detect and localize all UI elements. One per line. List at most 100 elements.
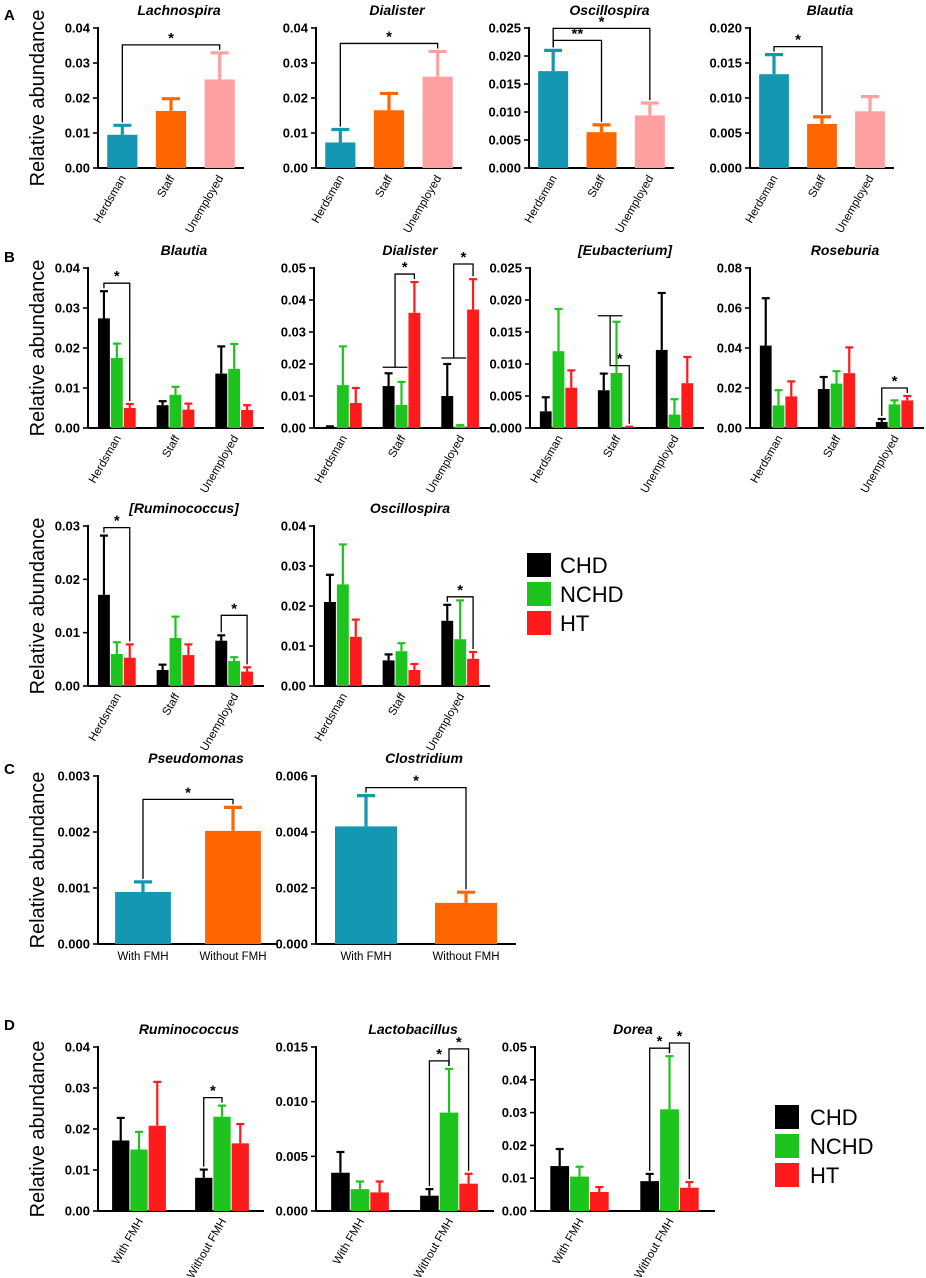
bar-a3-1-0 xyxy=(586,132,617,168)
bar-b2-1-0 xyxy=(382,386,395,428)
bar-b2-2-1 xyxy=(454,426,467,428)
x-tick-label-a2-2: Unemployed xyxy=(402,174,445,236)
y-tick-label-a1-2: 0.02 xyxy=(65,91,90,106)
bar-b3-0-2 xyxy=(565,387,578,428)
legend-b-label-nchd: NCHD xyxy=(560,582,624,607)
panel-letter-a: A xyxy=(4,7,15,24)
bar-b4-2-2 xyxy=(901,400,914,428)
y-tick-label-d3-1: 0.01 xyxy=(502,1171,527,1186)
bar-b2-1-1 xyxy=(395,404,408,428)
y-tick-label-a4-4: 0.020 xyxy=(709,21,742,36)
y-tick-label-d1-0: 0.00 xyxy=(65,1204,90,1219)
bar-c1-0-0 xyxy=(115,891,171,944)
legend-d-label-nchd: NCHD xyxy=(810,1134,874,1159)
bar-d1-1-1 xyxy=(213,1116,231,1211)
y-tick-label-b4-4: 0.08 xyxy=(717,261,742,276)
bar-b1-0-1 xyxy=(110,358,123,428)
sig-bracket-d2-1 xyxy=(448,1048,470,1171)
sig-label-d2-0: * xyxy=(436,1046,442,1063)
chart-b4: 0.00 0.02 0.04 0.06 0.08 Roseburia Herdsman Sta… xyxy=(717,242,924,495)
chart-d3: 0.00 0.01 0.02 0.03 0.04 0.05 Dorea With FMH Wit… xyxy=(502,1021,715,1278)
chart-a3: 0.000 0.005 0.010 0.015 0.020 0.025 Oscillospi… xyxy=(488,2,674,235)
y-tick-label-b5-1: 0.01 xyxy=(55,625,80,640)
x-tick-label-b1-2: Unemployed xyxy=(199,434,242,496)
y-tick-label-a4-0: 0.000 xyxy=(709,161,742,176)
x-tick-label-a3-2: Unemployed xyxy=(614,174,657,236)
x-tick-label-b5-1: Staff xyxy=(160,691,183,718)
x-tick-label-b3-0: Herdsman xyxy=(529,434,566,486)
bar-b1-0-0 xyxy=(97,318,110,428)
y-tick-label-b3-5: 0.025 xyxy=(489,261,522,276)
y-tick-label-d3-3: 0.03 xyxy=(502,1105,527,1120)
x-tick-label-a1-0: Herdsman xyxy=(92,174,129,226)
sig-label-b5-0: * xyxy=(114,513,120,530)
bar-b3-2-1 xyxy=(668,414,681,428)
bar-a4-1-0 xyxy=(807,123,837,168)
bar-b1-2-2 xyxy=(241,410,254,428)
y-tick-label-b5-0: 0.00 xyxy=(55,679,80,694)
chart-title-d1: Ruminococcus xyxy=(139,1021,240,1037)
y-tick-label-d2-3: 0.015 xyxy=(275,1040,308,1055)
y-tick-label-b6-0: 0.00 xyxy=(281,679,306,694)
sig-label-b4-0: * xyxy=(892,373,898,390)
legend-d: CHD NCHD HT xyxy=(775,1105,874,1188)
y-tick-label-a3-4: 0.020 xyxy=(488,49,521,64)
y-tick-label-b3-3: 0.015 xyxy=(489,325,522,340)
y-tick-label-b4-1: 0.02 xyxy=(717,381,742,396)
x-tick-label-a3-0: Herdsman xyxy=(523,174,560,226)
legend-d-label-chd: CHD xyxy=(810,1105,858,1130)
y-tick-label-b3-2: 0.010 xyxy=(489,357,522,372)
x-tick-label-b5-2: Unemployed xyxy=(199,692,242,754)
bar-d2-1-2 xyxy=(459,1183,478,1211)
bar-b6-1-1 xyxy=(395,651,408,686)
legend-d-swatch-nchd xyxy=(775,1134,799,1158)
chart-d1: 0.00 0.01 0.02 0.03 0.04 Ruminococcus Relative… xyxy=(27,1021,264,1278)
x-tick-label-c2-1: Without FMH xyxy=(432,951,499,963)
sig-bracket-d1-0 xyxy=(203,1096,223,1167)
y-tick-label-c1-0: 0.000 xyxy=(57,937,90,952)
y-tick-label-b1-1: 0.01 xyxy=(55,381,80,396)
bar-b2-1-2 xyxy=(408,312,421,428)
chart-title-d2: Lactobacillus xyxy=(368,1021,458,1037)
bar-a2-2-0 xyxy=(422,76,453,168)
x-tick-label-d2-1: Without FMH xyxy=(412,1217,456,1278)
bar-a4-2-0 xyxy=(855,111,885,168)
bar-d2-0-2 xyxy=(370,1192,389,1211)
sig-label-a1-0: * xyxy=(168,30,174,47)
bar-d1-1-2 xyxy=(231,1143,249,1211)
y-tick-label-d2-2: 0.010 xyxy=(275,1094,308,1109)
y-tick-label-d1-3: 0.03 xyxy=(65,1081,90,1096)
y-tick-label-b5-2: 0.02 xyxy=(55,572,80,587)
y-tick-label-c2-3: 0.006 xyxy=(275,769,308,784)
sig-bracket-b2-0 xyxy=(394,273,416,368)
bar-b6-2-2 xyxy=(467,658,480,686)
bar-b4-1-0 xyxy=(817,389,830,428)
y-tick-label-b5-3: 0.03 xyxy=(55,519,80,534)
sig-label-c2-0: * xyxy=(413,773,419,790)
bar-d1-0-1 xyxy=(130,1149,148,1211)
y-tick-label-b4-3: 0.06 xyxy=(717,301,742,316)
legend-b: CHD NCHD HT xyxy=(527,553,624,636)
y-tick-label-b4-0: 0.00 xyxy=(717,421,742,436)
bar-a1-2-0 xyxy=(204,79,235,168)
x-tick-label-b6-1: Staff xyxy=(386,691,409,718)
bar-b2-2-2 xyxy=(467,309,480,428)
charts-layer: 0.00 0.01 0.02 0.03 0.04 Lachnospira Relative … xyxy=(27,2,924,1278)
bar-b5-2-0 xyxy=(215,640,228,686)
bar-a1-1-0 xyxy=(155,110,187,168)
bar-d3-0-2 xyxy=(589,1191,609,1211)
panel-letter-c: C xyxy=(4,761,15,778)
bar-c2-1-0 xyxy=(435,902,497,944)
bar-b4-0-1 xyxy=(772,405,785,428)
bar-b1-1-2 xyxy=(182,409,195,428)
x-tick-label-d1-1: Without FMH xyxy=(185,1217,229,1278)
chart-a2: 0.00 0.01 0.02 0.03 0.04 Dialister Herdsman Sta… xyxy=(283,2,462,235)
y-tick-label-c2-2: 0.004 xyxy=(275,825,308,840)
y-tick-label-a3-1: 0.005 xyxy=(488,133,521,148)
y-tick-label-b4-2: 0.04 xyxy=(717,341,743,356)
x-tick-label-b4-1: Staff xyxy=(821,433,844,460)
y-tick-label-d2-0: 0.000 xyxy=(275,1204,308,1219)
y-tick-label-a1-1: 0.01 xyxy=(65,126,90,141)
x-tick-label-b3-2: Unemployed xyxy=(639,434,682,496)
chart-c2: 0.000 0.002 0.004 0.006 Clostridium With FMH W… xyxy=(275,750,516,963)
